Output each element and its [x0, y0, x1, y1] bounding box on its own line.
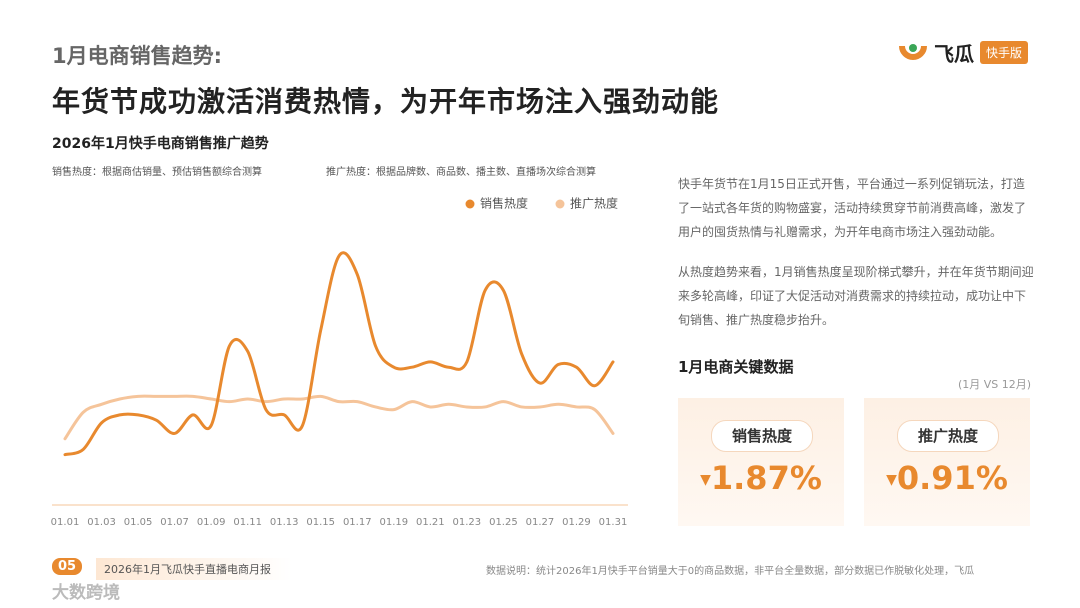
- logo: 飞瓜 快手版: [898, 38, 1029, 67]
- card-value-box: ▼1.87%: [678, 458, 844, 500]
- card-label: 销售热度: [711, 420, 813, 452]
- x-tick-label: 01.05: [124, 517, 153, 528]
- key-data-title: 1月电商关键数据: [678, 358, 794, 376]
- x-tick-label: 01.23: [453, 517, 482, 528]
- logo-name: 飞瓜: [934, 42, 974, 66]
- x-tick-label: 01.19: [379, 517, 408, 528]
- chart: 2026年1月快手电商销售推广趋势 销售热度：根据商估销量、预估销售额综合测算 …: [51, 135, 628, 528]
- x-tick-label: 01.21: [416, 517, 445, 528]
- chart-note: 推广热度：根据品牌数、商品数、播主数、直播场次综合测算: [326, 165, 596, 178]
- description: 从热度趋势来看，1月销售热度呈现阶梯式攀升，并在年货节期间迎来多轮高峰，印证了大…: [678, 265, 1034, 327]
- page-number: 05: [52, 558, 83, 575]
- down-icon: ▼: [886, 472, 897, 488]
- page-title: 年货节成功激活消费热情，为开年市场注入强劲动能: [52, 85, 720, 118]
- legend-label: 推广热度: [570, 196, 618, 211]
- x-tick-label: 01.15: [306, 517, 335, 528]
- card-value: 1.87%: [710, 459, 822, 497]
- watermark: 大数跨境: [52, 583, 120, 603]
- line-series: [63, 251, 615, 457]
- card-value-box: ▼0.91%: [864, 458, 1030, 500]
- x-tick-label: 01.07: [160, 517, 189, 528]
- x-tick-label: 01.01: [51, 517, 80, 528]
- x-tick-label: 01.31: [599, 517, 628, 528]
- chart-note: 销售热度：根据商估销量、预估销售额综合测算: [52, 165, 262, 178]
- footer-note: 数据说明：统计2026年1月快手平台销量大于0的商品数据，非平台全量数据，部分数…: [486, 566, 975, 577]
- legend-swatch: [465, 199, 475, 209]
- key-data-note: (1月 VS 12月): [958, 378, 1032, 391]
- legend-label: 销售热度: [480, 196, 528, 211]
- line-series: [63, 394, 615, 441]
- x-tick-label: 01.03: [87, 517, 116, 528]
- x-tick-label: 01.13: [270, 517, 299, 528]
- report-name: 2026年1月飞瓜快手直播电商月报: [96, 558, 292, 580]
- x-tick-label: 01.27: [526, 517, 555, 528]
- card-label: 推广热度: [897, 420, 999, 452]
- x-tick-label: 01.17: [343, 517, 372, 528]
- card-value: 0.91%: [896, 459, 1008, 497]
- x-tick-label: 01.29: [562, 517, 591, 528]
- logo-icon: [899, 43, 927, 60]
- legend-swatch: [555, 199, 565, 209]
- card: 销售热度 ▼1.87%: [678, 398, 844, 526]
- card: 推广热度 ▼0.91%: [864, 398, 1030, 526]
- x-tick-label: 01.25: [489, 517, 518, 528]
- down-icon: ▼: [700, 472, 711, 488]
- x-tick-label: 01.11: [233, 517, 262, 528]
- section-title: 1月电商销售趋势:: [52, 44, 223, 68]
- logo-badge: 快手版: [980, 41, 1029, 64]
- description: 快手年货节在1月15日正式开售，平台通过一系列促销玩法，打造了一站式各年货的购物…: [678, 177, 1027, 239]
- chart-title: 2026年1月快手电商销售推广趋势: [52, 135, 269, 152]
- x-tick-label: 01.09: [197, 517, 226, 528]
